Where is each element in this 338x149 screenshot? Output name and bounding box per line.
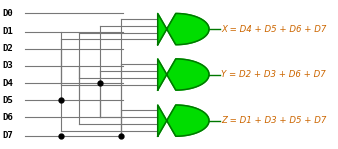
Text: D7: D7 [2,131,13,140]
Text: D6: D6 [2,113,13,122]
Text: Z = D1 + D3 + D5 + D7: Z = D1 + D3 + D5 + D7 [221,116,327,125]
Polygon shape [158,13,209,45]
Polygon shape [158,105,209,136]
Text: D5: D5 [2,96,13,105]
Text: D1: D1 [2,27,13,36]
Text: D0: D0 [2,9,13,18]
Text: X = D4 + D5 + D6 + D7: X = D4 + D5 + D6 + D7 [221,25,327,34]
Polygon shape [158,59,209,90]
Text: D3: D3 [2,62,13,70]
Text: Y = D2 + D3 + D6 + D7: Y = D2 + D3 + D6 + D7 [221,70,326,79]
Text: D4: D4 [2,79,13,87]
Text: D2: D2 [2,44,13,53]
